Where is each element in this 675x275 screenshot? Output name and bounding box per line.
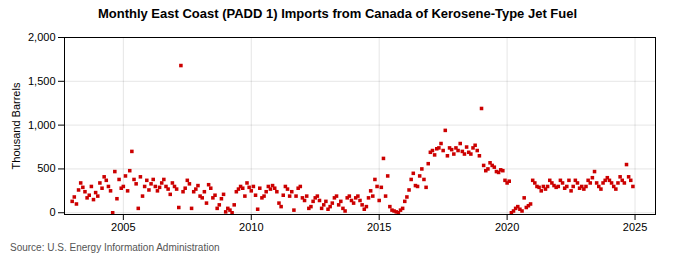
svg-text:2025: 2025 [623, 221, 647, 233]
svg-text:2015: 2015 [367, 221, 391, 233]
svg-text:Thousand Barrels: Thousand Barrels [10, 82, 22, 169]
svg-text:2010: 2010 [239, 221, 263, 233]
svg-text:2005: 2005 [111, 221, 135, 233]
svg-text:0: 0 [49, 206, 55, 218]
svg-text:1,000: 1,000 [28, 119, 56, 131]
html-text:Source: U.S. Energy Informatio: Source: U.S. Energy Information Administ… [10, 242, 220, 253]
svg-text:2,000: 2,000 [28, 31, 56, 43]
svg-text:500: 500 [37, 162, 55, 174]
html-text:Monthly East Coast (PADD 1) Im: Monthly East Coast (PADD 1) Imports from… [97, 6, 578, 21]
svg-text:1,500: 1,500 [28, 75, 56, 87]
svg-text:2020: 2020 [495, 221, 519, 233]
